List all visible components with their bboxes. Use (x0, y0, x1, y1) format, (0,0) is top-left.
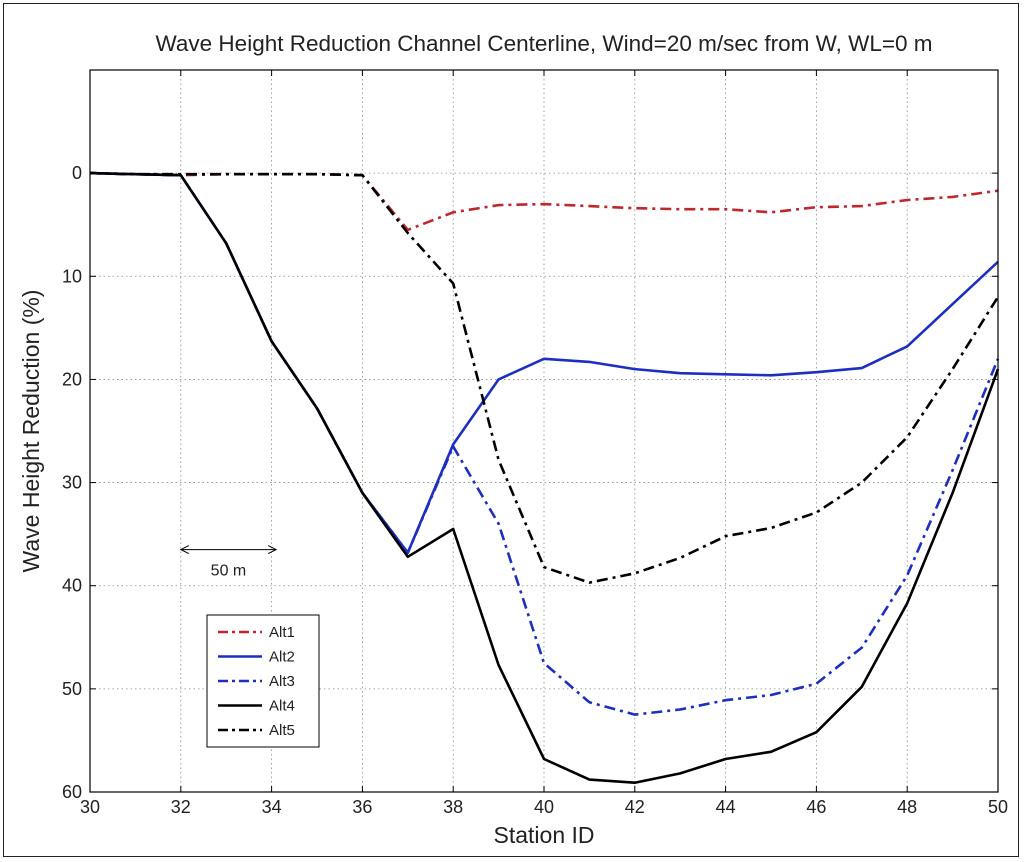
x-tick-label: 34 (262, 797, 282, 817)
grid (90, 70, 998, 792)
x-tick-label: 48 (897, 797, 917, 817)
x-tick-label: 40 (534, 797, 554, 817)
arrow-head-left (179, 545, 190, 555)
legend-label-alt2: Alt2 (269, 649, 295, 666)
x-tick-label: 46 (806, 797, 826, 817)
x-tick-label: 32 (171, 797, 191, 817)
legend-label-alt4: Alt4 (269, 698, 295, 715)
y-tick-label: 10 (62, 266, 82, 286)
x-tick-label: 42 (625, 797, 645, 817)
x-tick-label: 36 (352, 797, 372, 817)
distance-annotation: 50 m (179, 545, 278, 580)
x-tick-label: 30 (80, 797, 100, 817)
y-tick-label: 30 (62, 473, 82, 493)
y-axis-title: Wave Height Reduction (%) (18, 290, 44, 573)
legend-label-alt3: Alt3 (269, 673, 295, 690)
series-line-alt4 (89, 171, 1000, 785)
x-tick-label: 38 (443, 797, 463, 817)
y-tick-label: 0 (72, 163, 82, 183)
series-line-alt5 (89, 171, 1000, 584)
y-tick-label: 40 (62, 576, 82, 596)
x-tick-label: 50 (988, 797, 1008, 817)
chart-title: Wave Height Reduction Channel Centerline… (156, 31, 933, 56)
y-tick-label: 50 (62, 679, 82, 699)
y-tick-label: 60 (62, 782, 82, 802)
x-tick-label: 44 (716, 797, 736, 817)
distance-label: 50 m (211, 563, 247, 580)
axis-ticks: 30 32 34 36 38 40 42 44 46 48 50 0 10 20 30 40 50 60 (62, 70, 1008, 817)
arrow-head-right (267, 545, 278, 555)
figure-frame (3, 3, 1019, 857)
legend: Alt1 Alt2 Alt3 Alt4 Alt5 (206, 614, 320, 748)
x-axis-title: Station ID (494, 822, 595, 848)
series-lines (89, 171, 1000, 785)
y-tick-label: 20 (62, 369, 82, 389)
legend-label-alt1: Alt1 (269, 624, 295, 641)
legend-label-alt5: Alt5 (269, 722, 295, 739)
